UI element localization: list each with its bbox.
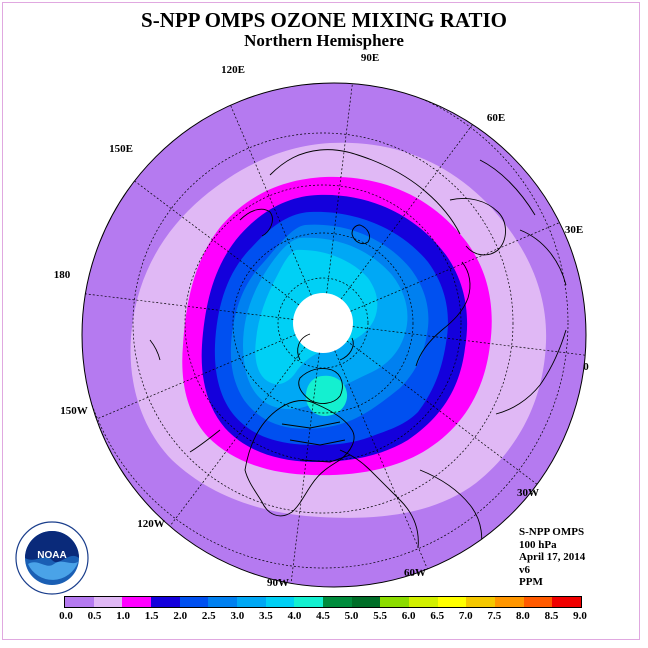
meridian-line — [352, 326, 586, 360]
colorbar-segment — [351, 597, 381, 607]
info-date: April 17, 2014 — [519, 551, 586, 563]
colorbar-tick-label: 6.5 — [430, 610, 445, 622]
colorbar-segment — [409, 597, 438, 607]
colorbar-segment — [294, 597, 324, 607]
lon-label-150e: 150E — [109, 143, 133, 155]
lon-label-150w: 150W — [60, 405, 88, 417]
lon-label-60w: 60W — [404, 567, 426, 579]
colorbar-tick-label: 9.0 — [573, 610, 587, 622]
colorbar-tick-label: 2.0 — [173, 610, 188, 622]
map-title: S-NPP OMPS OZONE MIXING RATIO — [141, 8, 507, 32]
colorbar-tick-label: 8.0 — [516, 610, 530, 622]
colorbar-tick-labels: 0.0 0.5 1.0 1.5 2.0 2.5 3.0 3.5 4.0 4.5 5.0 5.5 6.0 6… — [0, 610, 648, 624]
meridian-line — [82, 286, 294, 320]
colorbar-segment — [380, 597, 410, 607]
info-units: PPM — [519, 576, 543, 588]
colorbar-tick-label: 5.0 — [344, 610, 359, 622]
colorbar-segment — [122, 597, 152, 607]
colorbar-segment — [151, 597, 180, 607]
colorbar-tick-label: 3.5 — [259, 610, 273, 622]
colorbar-segment — [179, 597, 209, 607]
longitude-labels: 90E 60E 30E 0 30W 60W 90W 120W 150W 180 … — [54, 52, 590, 589]
colorbar-tick-label: 6.0 — [401, 610, 416, 622]
info-version: v6 — [519, 563, 530, 576]
info-instrument: S-NPP OMPS — [519, 526, 585, 538]
latitude-circle — [132, 132, 514, 514]
coastlines — [149, 149, 567, 561]
map-subtitle: Northern Hemisphere — [244, 31, 404, 50]
colorbar-segment — [466, 597, 496, 607]
colorbar-tick-label: 8.5 — [544, 610, 559, 622]
colorbar-segment — [65, 597, 94, 607]
colorbar-tick-label: 3.0 — [230, 610, 245, 622]
latitude-circle — [82, 83, 569, 569]
colorbar-tick-label: 5.5 — [373, 610, 387, 622]
colorbar-segment — [523, 597, 553, 607]
latitude-circle — [277, 277, 369, 369]
latitude-circle — [232, 232, 414, 414]
colorbar-tick-label: 4.0 — [287, 610, 302, 622]
lon-label-120e: 120E — [221, 64, 245, 76]
graticule — [82, 83, 586, 587]
colorbar-segment — [495, 597, 524, 607]
lon-label-180: 180 — [54, 269, 71, 281]
colorbar-tick-label: 7.0 — [458, 610, 473, 622]
colorbar-segment — [552, 597, 582, 607]
map-boundary — [81, 82, 587, 588]
colorbar-segment — [323, 597, 352, 607]
meridian-line — [326, 83, 360, 294]
colorbar-tick-label: 0.0 — [59, 610, 73, 622]
latitude-circle — [184, 184, 462, 462]
noaa-logo: NOAA — [14, 520, 90, 600]
lon-label-90e: 90E — [361, 52, 379, 64]
lon-label-90w: 90W — [267, 577, 289, 589]
lon-label-60e: 60E — [487, 112, 505, 124]
polar-night-missing — [293, 293, 353, 353]
meridian-line — [286, 352, 320, 587]
noaa-emblem-icon: NOAA — [15, 521, 89, 595]
svg-text:NOAA: NOAA — [37, 550, 66, 561]
colorbar-tick-label: 1.5 — [144, 610, 159, 622]
field-contour-4.0 — [305, 375, 348, 416]
meridian-line — [350, 205, 586, 312]
colorbar-tick-label: 2.5 — [201, 610, 216, 622]
colorbar-segment — [237, 597, 266, 607]
colorbar-tick-label: 7.5 — [487, 610, 502, 622]
colorbar-segment — [265, 597, 295, 607]
info-level: 100 hPa — [519, 538, 557, 551]
meridian-line — [334, 350, 441, 587]
lon-label-0: 0 — [583, 361, 589, 373]
product-info: S-NPP OMPS 100 hPa April 17, 2014 v6 PPM — [519, 526, 585, 589]
figure-frame — [2, 2, 640, 640]
lon-label-30e: 30E — [565, 224, 583, 236]
colorbar-tick-label: 4.5 — [316, 610, 330, 622]
colorbar-segment — [437, 597, 467, 607]
lon-label-120w: 120W — [137, 518, 165, 530]
lon-label-30w: 30W — [517, 487, 539, 499]
meridian-line — [346, 340, 563, 504]
colorbar-tick-label: 0.5 — [87, 610, 102, 622]
colorbar-segment — [93, 597, 123, 607]
colorbar — [64, 596, 582, 608]
colorbar-segment — [208, 597, 238, 607]
colorbar-tick-label: 1.0 — [116, 610, 130, 622]
